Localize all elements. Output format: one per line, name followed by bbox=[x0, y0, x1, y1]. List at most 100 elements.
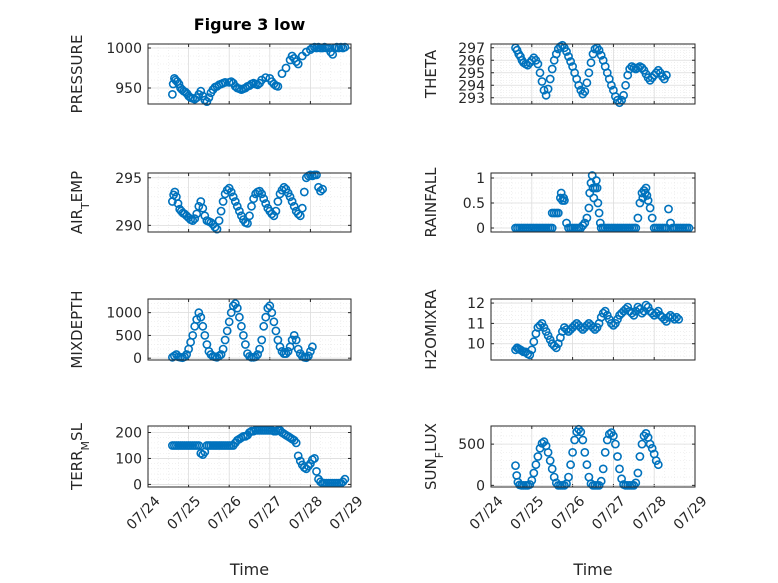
data-point bbox=[645, 203, 655, 213]
data-point bbox=[560, 196, 569, 205]
data-point bbox=[533, 59, 543, 69]
data-point bbox=[192, 209, 202, 219]
data-point bbox=[584, 68, 594, 78]
y-tick-label: 295 bbox=[458, 66, 485, 82]
data-point bbox=[547, 64, 557, 74]
data-point bbox=[228, 192, 238, 202]
data-point bbox=[293, 344, 303, 354]
data-point bbox=[285, 192, 295, 202]
data-point bbox=[594, 480, 604, 490]
data-point bbox=[564, 472, 573, 482]
data-point bbox=[547, 464, 557, 474]
data-point bbox=[615, 98, 624, 108]
y-axis-label-tail: EMP bbox=[68, 171, 86, 202]
data-point bbox=[245, 211, 254, 221]
y-tick-label: 0 bbox=[476, 221, 485, 237]
data-point bbox=[611, 439, 620, 449]
y-tick-label: 290 bbox=[115, 218, 142, 234]
data-point bbox=[672, 312, 681, 322]
data-point bbox=[289, 330, 299, 340]
x-tick-label: 07/25 bbox=[508, 493, 548, 533]
data-point bbox=[633, 302, 643, 312]
data-point bbox=[525, 350, 535, 360]
data-point bbox=[210, 222, 220, 232]
data-point bbox=[249, 194, 258, 204]
data-point bbox=[261, 73, 271, 82]
y-tick-label: 1 bbox=[476, 171, 485, 187]
data-point bbox=[182, 350, 191, 359]
data-point bbox=[200, 211, 210, 221]
data-point bbox=[310, 453, 319, 463]
data-point bbox=[609, 431, 618, 441]
chart-title: Figure 3 low bbox=[194, 15, 306, 34]
data-point bbox=[271, 326, 281, 336]
data-point bbox=[293, 209, 303, 219]
data-point bbox=[257, 189, 267, 199]
data-point bbox=[318, 184, 327, 194]
data-point bbox=[607, 80, 616, 90]
data-point bbox=[529, 53, 539, 63]
subplot-8: 0 500 07/24 07/25 07/26 07/27 07/28 07/29 SUNFLU… bbox=[422, 423, 711, 579]
data-point bbox=[635, 452, 645, 461]
y-tick-label: 500 bbox=[115, 328, 142, 344]
data-point bbox=[574, 80, 584, 90]
data-point bbox=[253, 350, 262, 359]
data-point bbox=[662, 70, 671, 80]
subplot-1: 950 1000 PRESSURE Figure 3 low bbox=[68, 15, 352, 113]
data-point bbox=[588, 49, 598, 59]
data-point bbox=[586, 58, 596, 68]
y-axis-label: TERRMSL bbox=[68, 422, 92, 491]
y-tick-label: 297 bbox=[458, 41, 485, 57]
data-point bbox=[305, 346, 315, 356]
data-point bbox=[670, 314, 679, 324]
data-point bbox=[255, 344, 264, 354]
data-point bbox=[660, 314, 669, 324]
data-point bbox=[643, 302, 653, 312]
x-tick-label: 07/28 bbox=[630, 493, 670, 533]
data-point bbox=[637, 308, 647, 318]
data-point bbox=[226, 187, 236, 197]
data-point bbox=[511, 461, 520, 470]
data-point bbox=[551, 49, 561, 59]
y-axis-label: SUNFLUX bbox=[422, 423, 446, 490]
data-point bbox=[269, 211, 279, 221]
axes-frame bbox=[490, 298, 696, 361]
data-point bbox=[537, 77, 547, 86]
data-point bbox=[232, 201, 242, 211]
axes-frame bbox=[147, 425, 352, 488]
data-point bbox=[576, 427, 586, 437]
data-point bbox=[539, 85, 549, 95]
y-tick-label: 295 bbox=[115, 171, 142, 187]
x-tick-label: 07/26 bbox=[205, 493, 245, 533]
x-tick-label: 07/27 bbox=[589, 493, 629, 533]
data-point bbox=[633, 213, 643, 223]
data-point bbox=[220, 78, 230, 87]
data-point bbox=[212, 224, 222, 234]
data-point bbox=[580, 87, 590, 96]
axes-frame bbox=[490, 425, 696, 488]
data-point bbox=[238, 330, 248, 340]
data-point bbox=[621, 304, 630, 314]
data-point bbox=[582, 460, 592, 470]
subplot-6: 10 11 12 H2OMIXRA bbox=[422, 289, 696, 370]
data-point bbox=[645, 439, 655, 449]
data-point bbox=[220, 335, 230, 345]
data-point bbox=[647, 213, 657, 223]
data-point bbox=[312, 170, 321, 180]
y-axis-label-subscript: F bbox=[433, 452, 446, 458]
data-point bbox=[545, 74, 555, 84]
data-point bbox=[596, 476, 606, 486]
data-point bbox=[240, 340, 250, 349]
data-point bbox=[312, 466, 321, 476]
data-point bbox=[234, 206, 244, 216]
data-point bbox=[202, 340, 212, 349]
y-tick-label: 1000 bbox=[106, 306, 142, 322]
data-point bbox=[592, 183, 602, 193]
data-point bbox=[198, 203, 208, 213]
y-axis-label: MIXDEPTH bbox=[68, 290, 86, 368]
data-point bbox=[299, 187, 309, 197]
data-point bbox=[613, 452, 622, 461]
data-point bbox=[527, 345, 537, 355]
data-point bbox=[596, 50, 606, 60]
